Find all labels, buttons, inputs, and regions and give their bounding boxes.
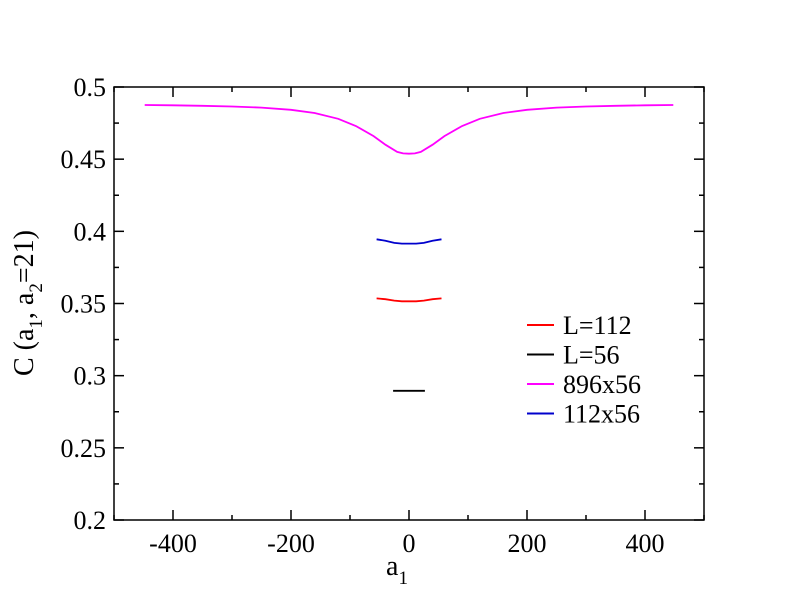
y-tick-label: 0.5 <box>74 73 107 102</box>
x-tick-label: 400 <box>626 529 665 558</box>
y-axis-label: C (a1, a2=21) <box>9 230 47 376</box>
x-axis-label-subscript: 1 <box>398 568 408 589</box>
x-axis-label: a1 <box>386 551 408 589</box>
x-tick-label: -400 <box>149 529 197 558</box>
y-tick-label: 0.25 <box>61 434 107 463</box>
series-lines <box>144 104 674 392</box>
axis-ticks <box>113 86 705 521</box>
x-tick-label: 0 <box>403 529 416 558</box>
y-tick-label: 0.3 <box>74 362 107 391</box>
x-tick-label: 200 <box>508 529 547 558</box>
legend-label: L=112 <box>563 311 632 340</box>
y-tick-label: 0.4 <box>74 217 107 246</box>
series-line-L=112 <box>376 297 442 303</box>
tick-labels: -400 -200 0 200 400 0.2 0.25 0.3 0.35 0.4 0.45 0.5 <box>61 73 665 558</box>
legend-label: 896x56 <box>563 370 641 399</box>
series-line-896x56 <box>144 104 674 155</box>
plot-frame <box>113 86 705 521</box>
y-tick-label: 0.45 <box>61 145 107 174</box>
x-tick-label: -200 <box>267 529 315 558</box>
legend-label: 112x56 <box>563 400 640 429</box>
series-line-112x56 <box>376 238 442 245</box>
y-tick-label: 0.2 <box>74 506 107 535</box>
y-tick-label: 0.35 <box>61 290 107 319</box>
legend-label: L=56 <box>563 341 620 370</box>
